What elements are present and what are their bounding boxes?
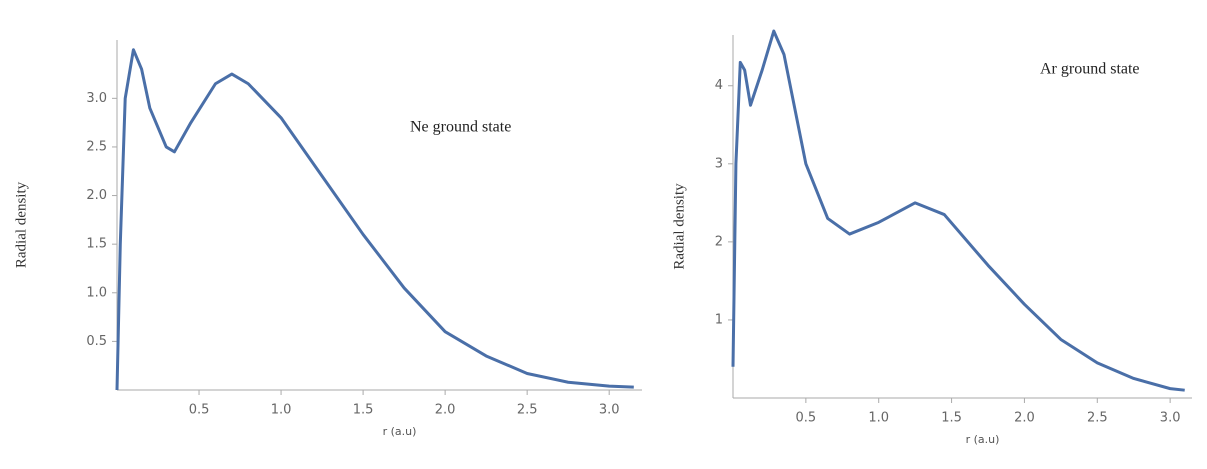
x-tick-label: 1.5 — [941, 411, 962, 426]
x-tick-label: 2.0 — [1014, 411, 1035, 426]
x-tick-label: 1.0 — [271, 403, 292, 418]
y-tick-label: 3.0 — [86, 91, 107, 106]
y-tick-label: 1.5 — [86, 237, 107, 252]
annotation: Ne ground state — [410, 119, 511, 136]
y-axis-label: Radial density — [13, 181, 29, 268]
x-tick-label: 0.5 — [189, 403, 210, 418]
chart: 0.5 1.0 1.5 2.0 2.5 3.0 0.5 1.0 1.5 2.0 2.5 3.0 r (a… — [13, 40, 642, 438]
y-tick-label: 1.0 — [86, 285, 107, 300]
x-tick-label: 2.0 — [435, 403, 456, 418]
x-tick-label: 0.5 — [796, 411, 817, 426]
chart: 0.5 1.0 1.5 2.0 2.5 3.0 1 2 3 4 r (a.u) Radial dens… — [671, 29, 1192, 446]
x-tick-label: 2.5 — [1087, 411, 1108, 426]
x-tick-label: 2.5 — [517, 403, 538, 418]
x-tick-label: 1.0 — [868, 411, 889, 426]
x-axis-label: r (a.u) — [383, 425, 417, 438]
x-tick-label: 1.5 — [353, 403, 374, 418]
y-tick-label: 1 — [715, 312, 723, 327]
y-tick-label: 4 — [715, 78, 723, 93]
x-tick-label: 3.0 — [599, 403, 620, 418]
y-tick-label: 2.0 — [86, 188, 107, 203]
annotation: Ar ground state — [1040, 61, 1140, 78]
y-axis-label: Radial density — [671, 183, 687, 270]
x-axis-label: r (a.u) — [966, 433, 1000, 446]
x-tick-label: 3.0 — [1160, 411, 1181, 426]
y-tick-label: 2 — [715, 234, 723, 249]
y-tick-label: 2.5 — [86, 139, 107, 154]
y-tick-label: 3 — [715, 156, 723, 171]
line — [115, 48, 634, 391]
y-tick-label: 0.5 — [86, 334, 107, 349]
line — [731, 29, 1185, 392]
